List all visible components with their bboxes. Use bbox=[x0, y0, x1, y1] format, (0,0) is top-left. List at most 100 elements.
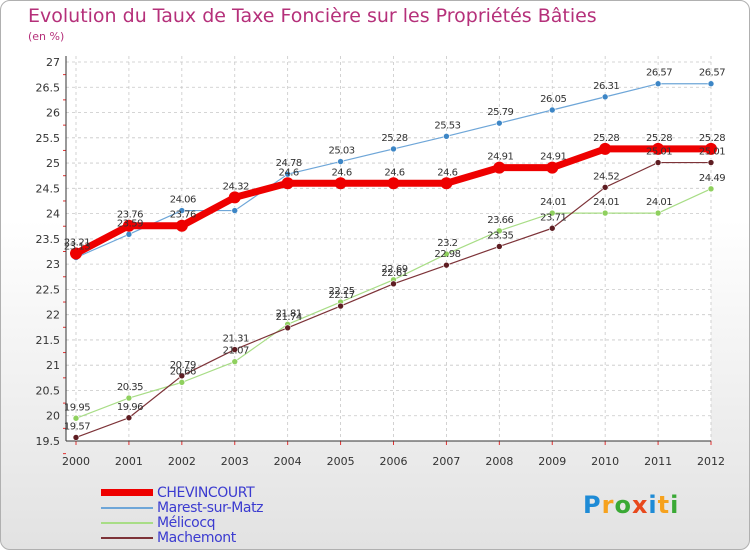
y-tick-label: 21.5 bbox=[36, 334, 61, 347]
y-tick-label: 26.5 bbox=[36, 81, 61, 94]
data-label-chevincourt: 23.76 bbox=[170, 210, 196, 221]
logo-letter: o bbox=[614, 491, 632, 519]
data-point-marest-sur-matz bbox=[654, 80, 662, 88]
data-label-m-licocq: 21.81 bbox=[276, 308, 302, 319]
data-label-m-licocq: 22.25 bbox=[329, 286, 355, 297]
data-label-m-licocq: 24.01 bbox=[646, 197, 672, 208]
logo-letter: i bbox=[648, 491, 658, 519]
data-label-chevincourt: 24.6 bbox=[331, 167, 351, 178]
data-label-machemont: 25.01 bbox=[699, 147, 725, 158]
y-tick-label: 25 bbox=[46, 157, 60, 170]
data-point-machemont bbox=[548, 224, 556, 232]
data-point-m-licocq bbox=[125, 394, 133, 402]
data-label-chevincourt: 24.6 bbox=[384, 167, 404, 178]
data-label-chevincourt: 25.28 bbox=[646, 133, 672, 144]
y-tick-label: 22 bbox=[46, 309, 60, 322]
data-point-m-licocq bbox=[707, 185, 715, 193]
data-point-m-licocq bbox=[654, 209, 662, 217]
y-tick-label: 23.5 bbox=[36, 233, 61, 246]
y-tick-label: 21 bbox=[46, 359, 60, 372]
data-point-marest-sur-matz bbox=[125, 231, 133, 238]
data-label-chevincourt: 25.28 bbox=[699, 133, 725, 144]
data-point-chevincourt bbox=[70, 247, 82, 260]
data-label-marest-sur-matz: 24.78 bbox=[276, 158, 302, 169]
data-point-marest-sur-matz bbox=[231, 207, 239, 214]
data-label-machemont: 22.61 bbox=[381, 268, 407, 279]
data-label-chevincourt: 24.6 bbox=[279, 167, 299, 178]
legend-item-machemont: Machemont bbox=[101, 529, 263, 546]
data-label-m-licocq: 19.95 bbox=[64, 402, 90, 413]
data-point-m-licocq bbox=[601, 209, 609, 217]
data-label-m-licocq: 20.35 bbox=[117, 382, 143, 393]
data-label-chevincourt: 23.21 bbox=[64, 238, 90, 249]
data-label-marest-sur-matz: 24.06 bbox=[170, 195, 196, 206]
data-point-machemont bbox=[125, 414, 133, 422]
data-label-chevincourt: 24.91 bbox=[540, 152, 566, 163]
data-label-marest-sur-matz: 23.59 bbox=[117, 218, 143, 229]
data-point-machemont bbox=[654, 159, 662, 166]
y-tick-label: 20 bbox=[46, 410, 60, 423]
logo-letter: P bbox=[583, 491, 602, 519]
data-point-machemont bbox=[231, 346, 239, 353]
legend-item-marest-sur-matz: Marest-sur-Matz bbox=[101, 499, 264, 516]
data-label-marest-sur-matz: 26.57 bbox=[699, 68, 725, 79]
data-point-machemont bbox=[178, 372, 186, 380]
plot-area bbox=[66, 56, 711, 441]
data-label-marest-sur-matz: 25.03 bbox=[329, 146, 355, 157]
x-tick-label: 2012 bbox=[697, 455, 725, 468]
chart-legend: CHEVINCOURT Marest-sur-Matz Mélicocq Machem… bbox=[101, 485, 264, 546]
x-tick-label: 2004 bbox=[274, 455, 302, 468]
y-tick-label: 26 bbox=[46, 107, 60, 120]
data-point-marest-sur-matz bbox=[178, 207, 186, 214]
y-tick-label: 25.5 bbox=[36, 132, 61, 145]
data-point-marest-sur-matz bbox=[548, 106, 556, 114]
data-point-chevincourt bbox=[546, 161, 559, 174]
data-label-machemont: 24.52 bbox=[593, 171, 619, 182]
data-label-marest-sur-matz: 26.05 bbox=[540, 94, 566, 105]
data-point-chevincourt bbox=[652, 142, 665, 155]
legend-label: Marest-sur-Matz bbox=[157, 499, 264, 516]
logo-letter: t bbox=[657, 491, 671, 519]
x-tick-label: 2001 bbox=[115, 455, 143, 468]
chart-title: Evolution du Taux de Taxe Foncière sur l… bbox=[28, 5, 597, 27]
data-label-marest-sur-matz: 26.31 bbox=[593, 81, 619, 92]
x-tick-label: 2010 bbox=[591, 455, 619, 468]
data-label-marest-sur-matz: 25.53 bbox=[434, 120, 460, 131]
legend-swatch bbox=[101, 536, 153, 539]
y-tick-label: 22.5 bbox=[36, 283, 61, 296]
data-point-marest-sur-matz bbox=[496, 119, 503, 127]
data-point-marest-sur-matz bbox=[284, 170, 291, 178]
data-label-m-licocq: 20.66 bbox=[170, 366, 196, 377]
data-point-machemont bbox=[601, 184, 609, 191]
y-tick-label: 24.5 bbox=[36, 182, 61, 195]
data-label-marest-sur-matz: 25.28 bbox=[381, 133, 407, 144]
data-label-m-licocq: 21.07 bbox=[223, 346, 249, 357]
legend-label: Machemont bbox=[157, 529, 236, 546]
data-point-m-licocq bbox=[178, 379, 186, 386]
data-point-machemont bbox=[496, 243, 503, 250]
logo-letter: x bbox=[631, 491, 649, 519]
x-tick-label: 2008 bbox=[485, 455, 513, 468]
data-point-m-licocq bbox=[548, 209, 556, 217]
data-label-machemont: 21.31 bbox=[223, 334, 249, 345]
data-point-chevincourt bbox=[334, 177, 347, 190]
y-tick-label: 19.5 bbox=[36, 435, 61, 448]
legend-label: Mélicocq bbox=[157, 514, 216, 531]
data-point-marest-sur-matz bbox=[443, 132, 450, 140]
data-point-chevincourt bbox=[705, 142, 717, 155]
x-tick-label: 2003 bbox=[221, 455, 249, 468]
data-point-m-licocq bbox=[443, 250, 450, 258]
data-point-chevincourt bbox=[228, 191, 241, 204]
data-point-machemont bbox=[72, 434, 80, 441]
legend-swatch bbox=[101, 489, 153, 496]
y-unit-label: (en %) bbox=[28, 30, 65, 43]
y-tick-label: 20.5 bbox=[36, 384, 61, 397]
data-point-m-licocq bbox=[72, 414, 80, 422]
x-tick-label: 2007 bbox=[432, 455, 460, 468]
data-label-machemont: 23.35 bbox=[487, 230, 513, 241]
data-label-m-licocq: 24.01 bbox=[540, 197, 566, 208]
y-tick-label: 27 bbox=[46, 56, 60, 69]
data-label-m-licocq: 24.49 bbox=[699, 173, 725, 184]
data-label-marest-sur-matz: 25.79 bbox=[487, 107, 513, 118]
